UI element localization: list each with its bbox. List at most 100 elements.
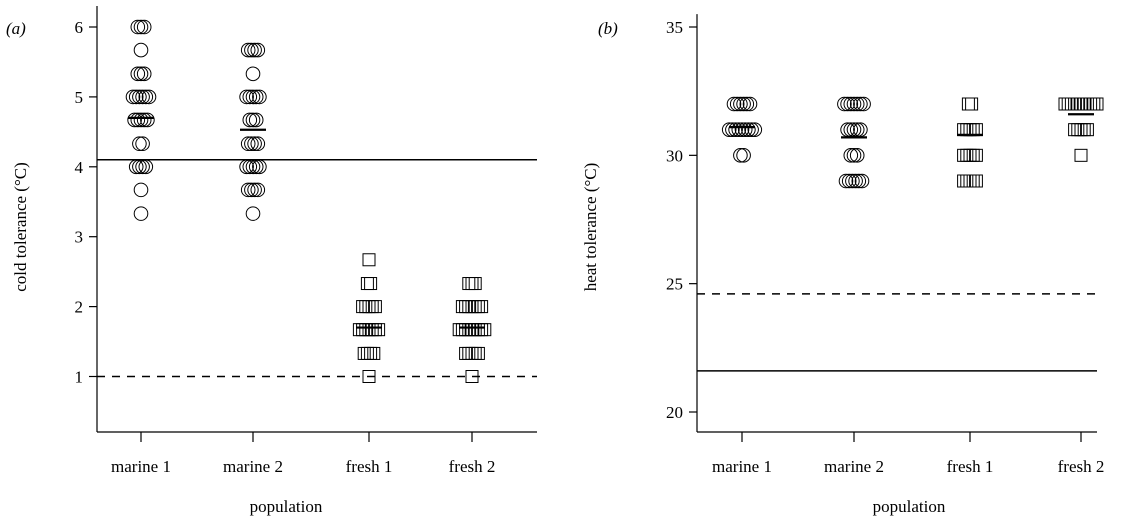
- data-point-square: [1074, 148, 1088, 162]
- data-point-circle: [141, 89, 157, 105]
- data-point-circle: [845, 173, 860, 189]
- y-tick-label: 1: [75, 368, 84, 387]
- data-point-circle: [742, 96, 758, 112]
- data-point-circle: [841, 173, 857, 189]
- data-point-square: [368, 300, 382, 314]
- data-point-circle: [133, 112, 149, 128]
- data-point-circle: [240, 182, 256, 198]
- data-point-circle: [725, 122, 740, 137]
- data-point-circle: [739, 96, 755, 112]
- data-point-circle: [133, 42, 149, 58]
- data-point-circle: [250, 136, 266, 152]
- x-tick-label: fresh 2: [449, 457, 496, 476]
- data-point-circle: [138, 89, 154, 105]
- data-point-square: [367, 346, 381, 360]
- data-point-square: [471, 346, 485, 360]
- data-point-circle: [135, 159, 150, 175]
- data-point-square: [965, 97, 979, 111]
- data-point-circle: [135, 89, 150, 105]
- data-point-circle: [843, 148, 859, 163]
- y-tick-label: 6: [75, 18, 84, 37]
- data-point-circle: [247, 42, 262, 58]
- data-point-circle: [136, 112, 152, 128]
- data-point-circle: [132, 89, 147, 105]
- y-tick-label: 3: [75, 228, 84, 247]
- data-point-circle: [843, 96, 859, 112]
- data-point-circle: [737, 122, 753, 137]
- data-point-circle: [240, 136, 256, 152]
- x-tick-label: marine 2: [824, 457, 884, 476]
- data-point-square: [468, 277, 482, 291]
- x-axis-title: population: [873, 497, 946, 516]
- data-point-circle: [252, 159, 267, 175]
- data-point-circle: [244, 182, 259, 198]
- data-point-circle: [733, 96, 748, 112]
- y-axis-title: cold tolerance (°C): [11, 162, 30, 292]
- data-point-circle: [838, 173, 854, 189]
- data-point-circle: [741, 122, 756, 137]
- data-point-circle: [127, 112, 142, 128]
- y-tick-label: 20: [666, 403, 683, 422]
- x-tick-label: fresh 1: [947, 457, 994, 476]
- data-point-circle: [244, 42, 259, 58]
- y-tick-label: 25: [666, 275, 683, 294]
- data-point-circle: [856, 96, 871, 112]
- data-point-circle: [136, 66, 152, 82]
- data-point-circle: [245, 112, 261, 128]
- x-tick-label: marine 1: [111, 457, 171, 476]
- data-point-square: [465, 370, 479, 383]
- y-axis-title: heat tolerance (°C): [581, 163, 600, 292]
- data-point-circle: [728, 122, 743, 137]
- data-point-square: [465, 277, 479, 291]
- data-point-circle: [136, 19, 152, 35]
- data-point-circle: [734, 122, 750, 137]
- data-point-circle: [133, 19, 149, 35]
- y-tick-label: 35: [666, 18, 683, 37]
- data-point-square: [372, 323, 386, 337]
- data-point-square: [362, 253, 376, 267]
- data-point-circle: [721, 122, 737, 137]
- data-point-square: [360, 277, 374, 291]
- data-point-circle: [851, 173, 867, 189]
- data-point-circle: [240, 42, 256, 58]
- data-point-circle: [854, 173, 870, 189]
- data-point-circle: [133, 182, 149, 198]
- data-point-circle: [130, 19, 146, 35]
- data-point-circle: [846, 148, 862, 163]
- data-point-circle: [846, 96, 862, 112]
- data-point-circle: [138, 159, 154, 175]
- data-point-circle: [840, 96, 855, 112]
- data-point-circle: [848, 173, 863, 189]
- data-point-circle: [130, 112, 146, 128]
- data-point-circle: [244, 136, 259, 152]
- panel-a-cold-tolerance: 1 2 3 4 5 6 marine 1 marine 2 fresh 1 fresh 2 popu…: [6, 6, 537, 516]
- data-point-circle: [736, 148, 751, 163]
- data-point-square: [478, 323, 492, 337]
- data-point-circle: [250, 42, 266, 58]
- data-point-circle: [128, 89, 144, 105]
- data-point-circle: [128, 159, 144, 175]
- panel-label: (b): [598, 19, 618, 38]
- x-axis-title: population: [250, 497, 323, 516]
- data-point-circle: [837, 96, 852, 112]
- data-point-circle: [733, 148, 748, 163]
- data-point-circle: [132, 136, 147, 152]
- data-point-circle: [247, 136, 262, 152]
- data-point-circle: [245, 206, 261, 221]
- data-point-circle: [140, 112, 155, 128]
- data-point-circle: [729, 96, 745, 112]
- data-point-square: [362, 370, 376, 383]
- data-point-circle: [248, 89, 264, 105]
- data-point-circle: [245, 89, 261, 105]
- data-point-square: [364, 277, 378, 291]
- data-point-square: [475, 300, 489, 314]
- data-point-circle: [853, 96, 868, 112]
- data-point-circle: [245, 159, 261, 175]
- data-point-circle: [849, 148, 865, 163]
- data-point-circle: [247, 182, 262, 198]
- data-point-circle: [250, 182, 266, 198]
- y-tick-label: 2: [75, 298, 84, 317]
- data-point-square: [969, 148, 983, 162]
- data-point-circle: [135, 136, 150, 152]
